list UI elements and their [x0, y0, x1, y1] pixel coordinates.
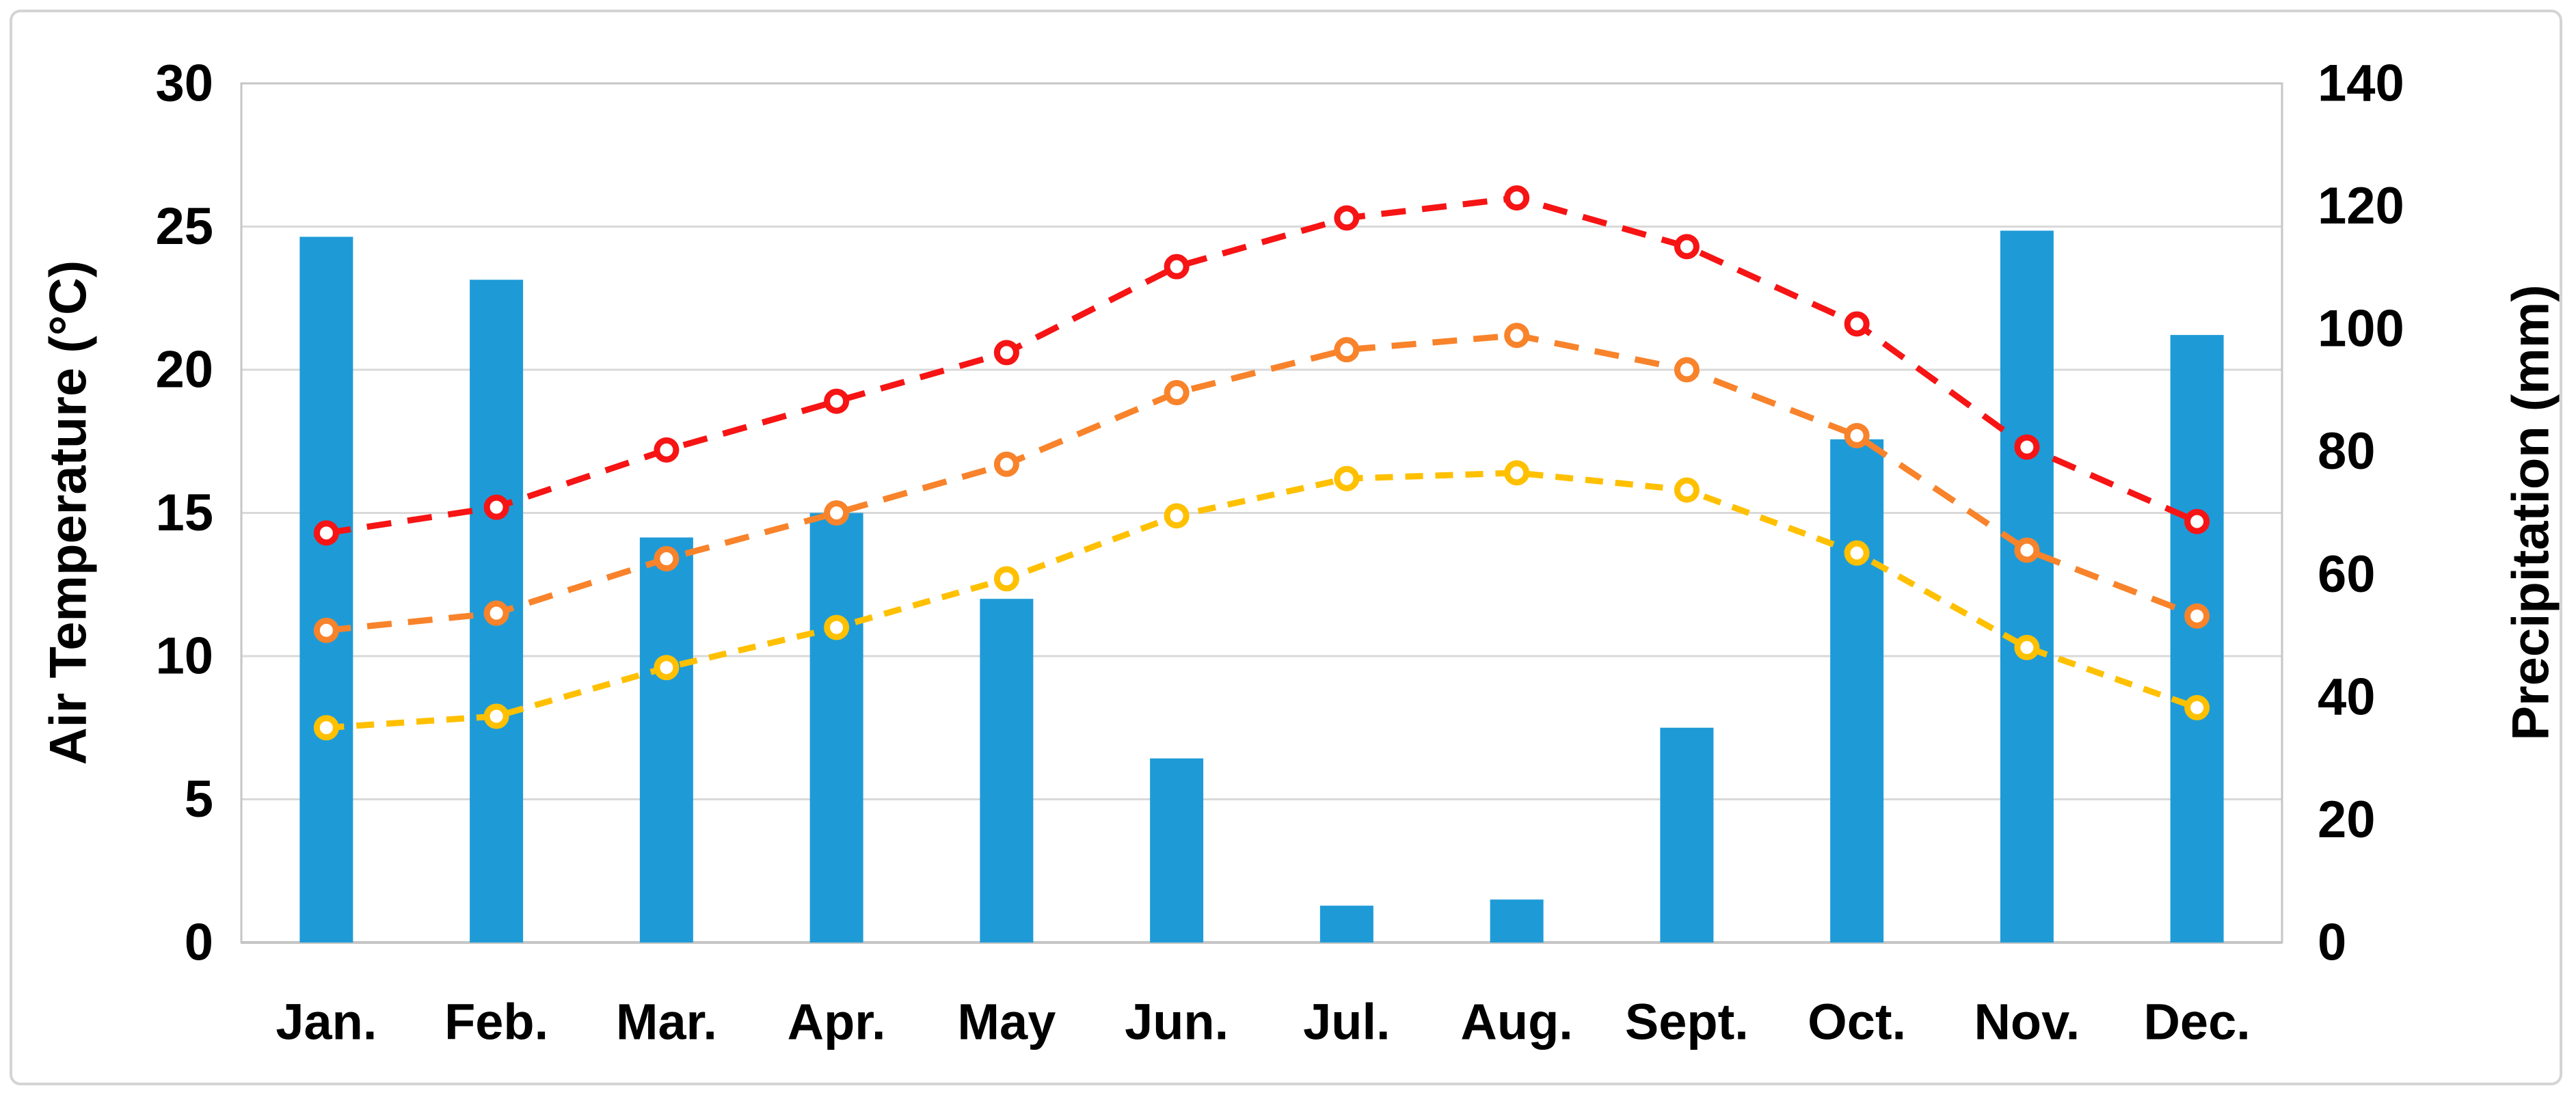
month-label: Aug.	[1460, 994, 1572, 1050]
mean-temperature-marker	[2014, 537, 2040, 563]
mean-temperature-marker	[654, 546, 680, 572]
precipitation-bar	[980, 599, 1034, 942]
precipitation-bar	[1490, 899, 1544, 942]
month-label: Dec.	[2143, 994, 2250, 1050]
min-temperature-marker	[1674, 477, 1700, 503]
max-temperature-marker	[1674, 234, 1700, 260]
max-temperature-marker	[824, 388, 850, 414]
figure-border	[10, 10, 2562, 1085]
min-temperature-marker	[1504, 460, 1530, 486]
month-label: Jun.	[1125, 994, 1229, 1050]
precipitation-bar	[1319, 906, 1373, 942]
precipitation-bar	[1150, 758, 1204, 942]
left-axis-tick: 15	[155, 484, 213, 542]
precipitation-bar	[2000, 230, 2054, 942]
right-axis-title: Precipitation (mm)	[2501, 284, 2560, 741]
left-axis-tick: 10	[155, 627, 213, 686]
mean-temperature-marker	[313, 617, 339, 643]
max-temperature-marker	[483, 494, 509, 520]
max-temperature-marker	[1844, 311, 1870, 337]
left-axis-tick: 5	[185, 770, 213, 828]
min-temperature-marker	[654, 655, 680, 681]
precipitation-bar	[639, 537, 693, 942]
precipitation-bar	[1660, 727, 1714, 942]
min-temperature-marker	[824, 614, 850, 640]
right-axis-tick: 100	[2318, 300, 2404, 358]
month-label: Mar.	[616, 994, 717, 1050]
right-axis-tick: 80	[2318, 422, 2376, 480]
month-label: Sept.	[1625, 994, 1749, 1050]
month-label: Jan.	[276, 994, 377, 1050]
month-label: Oct.	[1808, 994, 1906, 1050]
min-temperature-marker	[483, 703, 509, 729]
month-label: Jul.	[1303, 994, 1390, 1050]
max-temperature-line	[325, 195, 2199, 537]
mean-temperature-marker	[483, 600, 509, 626]
left-axis-title: Air Temperature (°C)	[39, 260, 98, 765]
max-temperature-marker	[1504, 185, 1530, 211]
max-temperature-marker	[993, 340, 1019, 366]
min-temperature-marker	[2014, 634, 2040, 660]
mean-temperature-line	[325, 332, 2199, 634]
precipitation-bar	[1830, 439, 1884, 942]
month-label: Apr.	[788, 994, 886, 1050]
max-temperature-marker	[1164, 254, 1190, 280]
mean-temperature-marker	[824, 500, 850, 526]
left-axis-tick: 25	[155, 198, 213, 256]
left-axis-tick: 30	[155, 55, 213, 113]
max-temperature-marker	[2184, 508, 2210, 534]
max-temperature-marker	[313, 520, 339, 546]
max-temperature-marker	[2014, 434, 2040, 460]
mean-temperature-marker	[1674, 357, 1700, 383]
min-temperature-marker	[993, 566, 1019, 592]
left-axis-tick: 20	[155, 341, 213, 399]
min-temperature-line	[326, 470, 2199, 731]
right-axis-tick: 20	[2318, 791, 2376, 849]
right-axis-tick: 40	[2318, 668, 2376, 726]
precipitation-bar	[299, 236, 353, 942]
precipitation-bar	[2170, 335, 2224, 942]
month-label: Nov.	[1974, 994, 2080, 1050]
month-label: May	[957, 994, 1056, 1050]
min-temperature-marker	[1334, 465, 1360, 491]
mean-temperature-marker	[1164, 380, 1190, 406]
min-temperature-marker	[313, 715, 339, 741]
min-temperature-marker	[2184, 694, 2210, 720]
mean-temperature-marker	[993, 451, 1019, 477]
mean-temperature-marker	[2184, 603, 2210, 629]
left-axis-tick: 0	[185, 914, 213, 972]
month-label: Feb.	[444, 994, 548, 1050]
min-temperature-marker	[1164, 503, 1190, 529]
max-temperature-marker	[1334, 205, 1360, 231]
mean-temperature-marker	[1504, 323, 1530, 349]
right-axis-tick: 120	[2318, 177, 2404, 235]
max-temperature-marker	[654, 437, 680, 463]
plot-border	[240, 82, 2283, 944]
right-axis-tick: 60	[2318, 545, 2376, 603]
right-axis-tick: 140	[2318, 55, 2404, 113]
mean-temperature-marker	[1844, 422, 1870, 448]
right-axis-tick: 0	[2318, 914, 2346, 972]
mean-temperature-marker	[1334, 337, 1360, 363]
precipitation-bar	[809, 513, 863, 942]
min-temperature-marker	[1844, 540, 1870, 566]
